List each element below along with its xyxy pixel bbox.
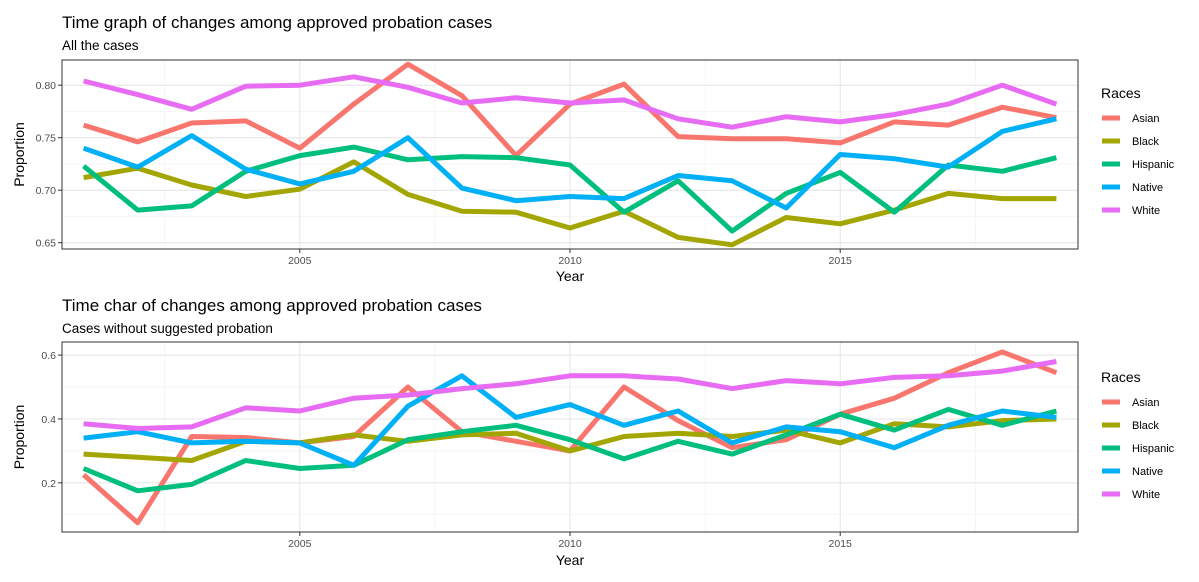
x-tick-label: 2015 xyxy=(829,255,853,267)
y-axis-title: Proportion xyxy=(11,405,27,470)
series-line-hispanic xyxy=(82,406,1058,494)
axes: 2005 2010 2015 0.2 0.4 0.6 Year Proportion xyxy=(11,350,852,568)
x-tick-label: 2005 xyxy=(288,255,312,267)
legend-label: Native xyxy=(1132,466,1163,478)
x-tick-label: 2005 xyxy=(288,538,312,550)
series-lines xyxy=(81,349,1058,526)
legend-label: Asian xyxy=(1132,397,1160,409)
major-gridlines xyxy=(62,342,1078,532)
chart-2: Time char of changes among approved prob… xyxy=(11,296,1175,568)
legend-title: Races xyxy=(1101,369,1141,385)
y-tick-label: 0.70 xyxy=(36,185,57,197)
legend-label: Black xyxy=(1132,136,1159,148)
legend: Races Asian Black Hispanic Native White xyxy=(1101,85,1175,217)
y-tick-label: 0.75 xyxy=(36,133,57,145)
legend-label: Hispanic xyxy=(1132,443,1175,455)
series-lines xyxy=(82,61,1058,248)
chart-subtitle: All the cases xyxy=(62,38,139,53)
legend: Races Asian Black Hispanic Native White xyxy=(1101,369,1175,501)
legend-label: White xyxy=(1132,489,1160,501)
legend-title: Races xyxy=(1101,85,1141,101)
y-tick-label: 0.65 xyxy=(36,238,57,250)
chart-1: Time graph of changes among approved pro… xyxy=(11,13,1175,284)
series-line-white xyxy=(83,359,1057,431)
y-axis-title: Proportion xyxy=(11,122,27,187)
x-axis-title: Year xyxy=(556,268,585,284)
series-line-native xyxy=(83,373,1057,468)
chart-title: Time graph of changes among approved pro… xyxy=(62,13,492,32)
legend-label: White xyxy=(1132,205,1160,217)
series-line-white xyxy=(82,74,1058,130)
y-tick-label: 0.2 xyxy=(41,478,56,490)
legend-label: Hispanic xyxy=(1132,159,1175,171)
series-line-native xyxy=(82,116,1057,211)
chart-title: Time char of changes among approved prob… xyxy=(62,296,482,315)
legend-label: Black xyxy=(1132,420,1159,432)
x-tick-label: 2010 xyxy=(558,538,582,550)
y-tick-label: 0.6 xyxy=(41,350,56,362)
legend-label: Native xyxy=(1132,182,1163,194)
y-tick-label: 0.80 xyxy=(36,80,57,92)
x-tick-label: 2010 xyxy=(558,255,582,267)
chart-subtitle: Cases without suggested probation xyxy=(62,321,273,336)
axes: 2005 2010 2015 0.65 0.70 0.75 0.80 Year Proporti… xyxy=(11,80,852,284)
y-tick-label: 0.4 xyxy=(41,414,56,426)
legend-label: Asian xyxy=(1132,113,1160,125)
x-tick-label: 2015 xyxy=(829,538,853,550)
x-axis-title: Year xyxy=(556,552,585,568)
